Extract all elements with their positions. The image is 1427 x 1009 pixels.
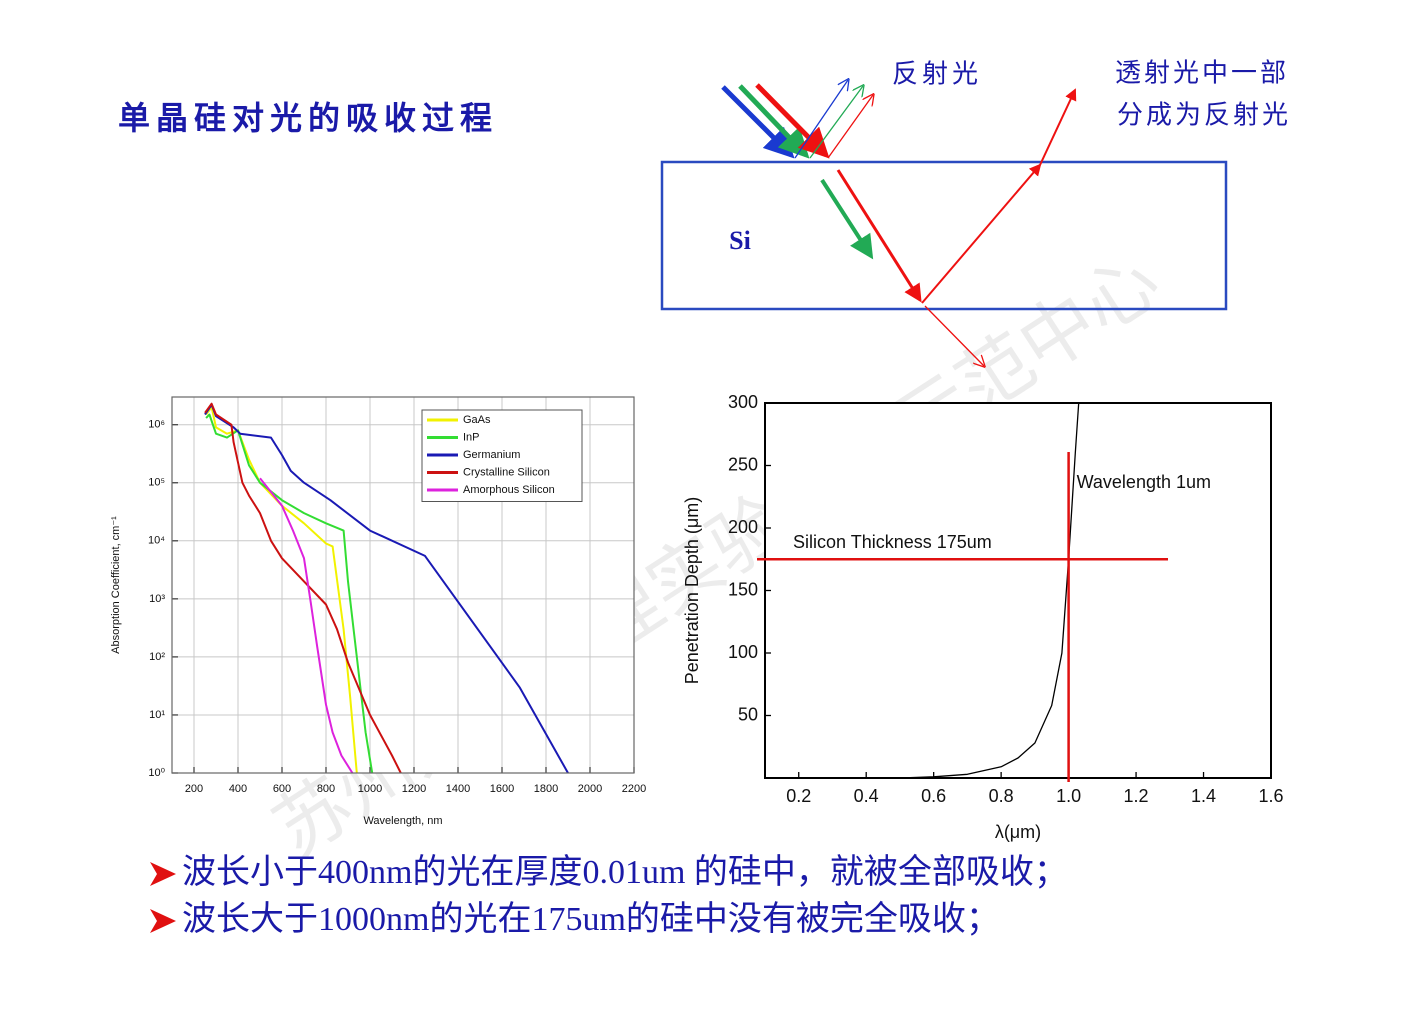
plot-area	[765, 403, 1271, 778]
x-tick-label: 0.2	[786, 786, 811, 806]
y-tick-label: 250	[728, 454, 758, 474]
si-slab	[660, 160, 1228, 311]
reflected-red	[827, 95, 873, 159]
x-tick-label: 0.6	[921, 786, 946, 806]
x-tick-label: 2000	[578, 783, 602, 795]
y-tick-label: 10¹	[149, 709, 165, 721]
transmitted-green	[820, 178, 874, 260]
transmitted-red	[836, 169, 922, 303]
legend-label: InP	[463, 431, 480, 443]
legend-label: GaAs	[463, 414, 491, 426]
chart: 200 400 600 800 1000 1200 1400 1600 1800 2000 2200…	[110, 396, 646, 827]
y-tick-label: 100	[728, 642, 758, 662]
y-tick-label: 10³	[149, 593, 165, 605]
series-line	[204, 402, 402, 774]
x-tick-label: 1.4	[1191, 786, 1216, 806]
x-tick-label: 1800	[534, 783, 558, 795]
x-tick-label: 0.8	[989, 786, 1014, 806]
bullet-marker	[150, 862, 176, 886]
incident-red	[755, 83, 830, 159]
series-line	[205, 413, 374, 774]
x-tick-label: 1.6	[1258, 786, 1283, 806]
x-axis-title: λ(μm)	[995, 822, 1041, 842]
x-tick-label: 1600	[490, 783, 514, 795]
bullet: 波长大于1000nm的光在175um的硅中没有被完全吸收；	[182, 900, 1000, 938]
plot-frame	[171, 396, 635, 774]
y-tick-label: 10⁵	[148, 477, 165, 489]
y-tick-label: 10⁴	[148, 535, 165, 547]
y-tick-label: 200	[728, 517, 758, 537]
transmitted-label: 透射光中一部	[1115, 59, 1289, 89]
x-tick-label: 800	[317, 783, 335, 795]
reflected-blue	[794, 80, 848, 159]
x-tick-label: 1.0	[1056, 786, 1081, 806]
legend-label: Amorphous Silicon	[463, 484, 555, 496]
transmitted-label: 分成为反射光	[1117, 101, 1291, 131]
diagram: Si 反射光 透射光中一部 分成为反射光	[660, 59, 1291, 367]
legend-label: Germanium	[463, 449, 520, 461]
y-axis-title: Penetration Depth (μm)	[682, 497, 702, 684]
incident-blue	[721, 85, 795, 159]
x-tick-label: 0.4	[854, 786, 879, 806]
reflected-label: 反射光	[892, 60, 982, 90]
series-line	[259, 477, 354, 774]
x-tick-label: 1200	[402, 783, 426, 795]
y-tick-label: 10⁰	[148, 767, 165, 779]
bullet: 波长小于400nm的光在厚度0.01um 的硅中，就被全部吸收；	[182, 853, 1068, 891]
series-line	[899, 402, 1080, 779]
y-axis-title: Absorption Coefficient, cm⁻¹	[110, 516, 122, 654]
si-label: Si	[729, 226, 751, 255]
y-tick-label: 300	[728, 392, 758, 412]
series-line	[204, 403, 569, 774]
series-line	[205, 406, 358, 774]
plot-frame	[764, 402, 1272, 779]
exit-transmission	[924, 305, 984, 366]
y-tick-label: 150	[728, 579, 758, 599]
slide-title: 单晶硅对光的吸收过程	[118, 99, 498, 137]
x-tick-label: 2200	[622, 783, 646, 795]
incident-green	[738, 84, 810, 159]
reference-label: Silicon Thickness 175um	[793, 532, 992, 552]
reflected-green	[809, 86, 863, 159]
x-tick-label: 600	[273, 783, 291, 795]
internal-reflection	[921, 163, 1042, 304]
y-tick-label: 10⁶	[148, 419, 165, 431]
x-tick-label: 200	[185, 783, 203, 795]
legend-label: Crystalline Silicon	[463, 466, 550, 478]
bullet-marker	[150, 909, 176, 933]
y-tick-label: 50	[738, 704, 758, 724]
y-tick-label: 10²	[149, 651, 165, 663]
x-tick-label: 1000	[358, 783, 382, 795]
x-tick-label: 1400	[446, 783, 470, 795]
chart: 0.2 0.4 0.6 0.8 1.0 1.2 1.4 1.6 50 100 150 200 250 30…	[682, 392, 1284, 842]
reference-label: Wavelength 1um	[1077, 472, 1211, 492]
x-axis-title: Wavelength, nm	[363, 815, 442, 827]
x-tick-label: 1.2	[1124, 786, 1149, 806]
exit-reflection	[1039, 88, 1077, 166]
x-tick-label: 400	[229, 783, 247, 795]
